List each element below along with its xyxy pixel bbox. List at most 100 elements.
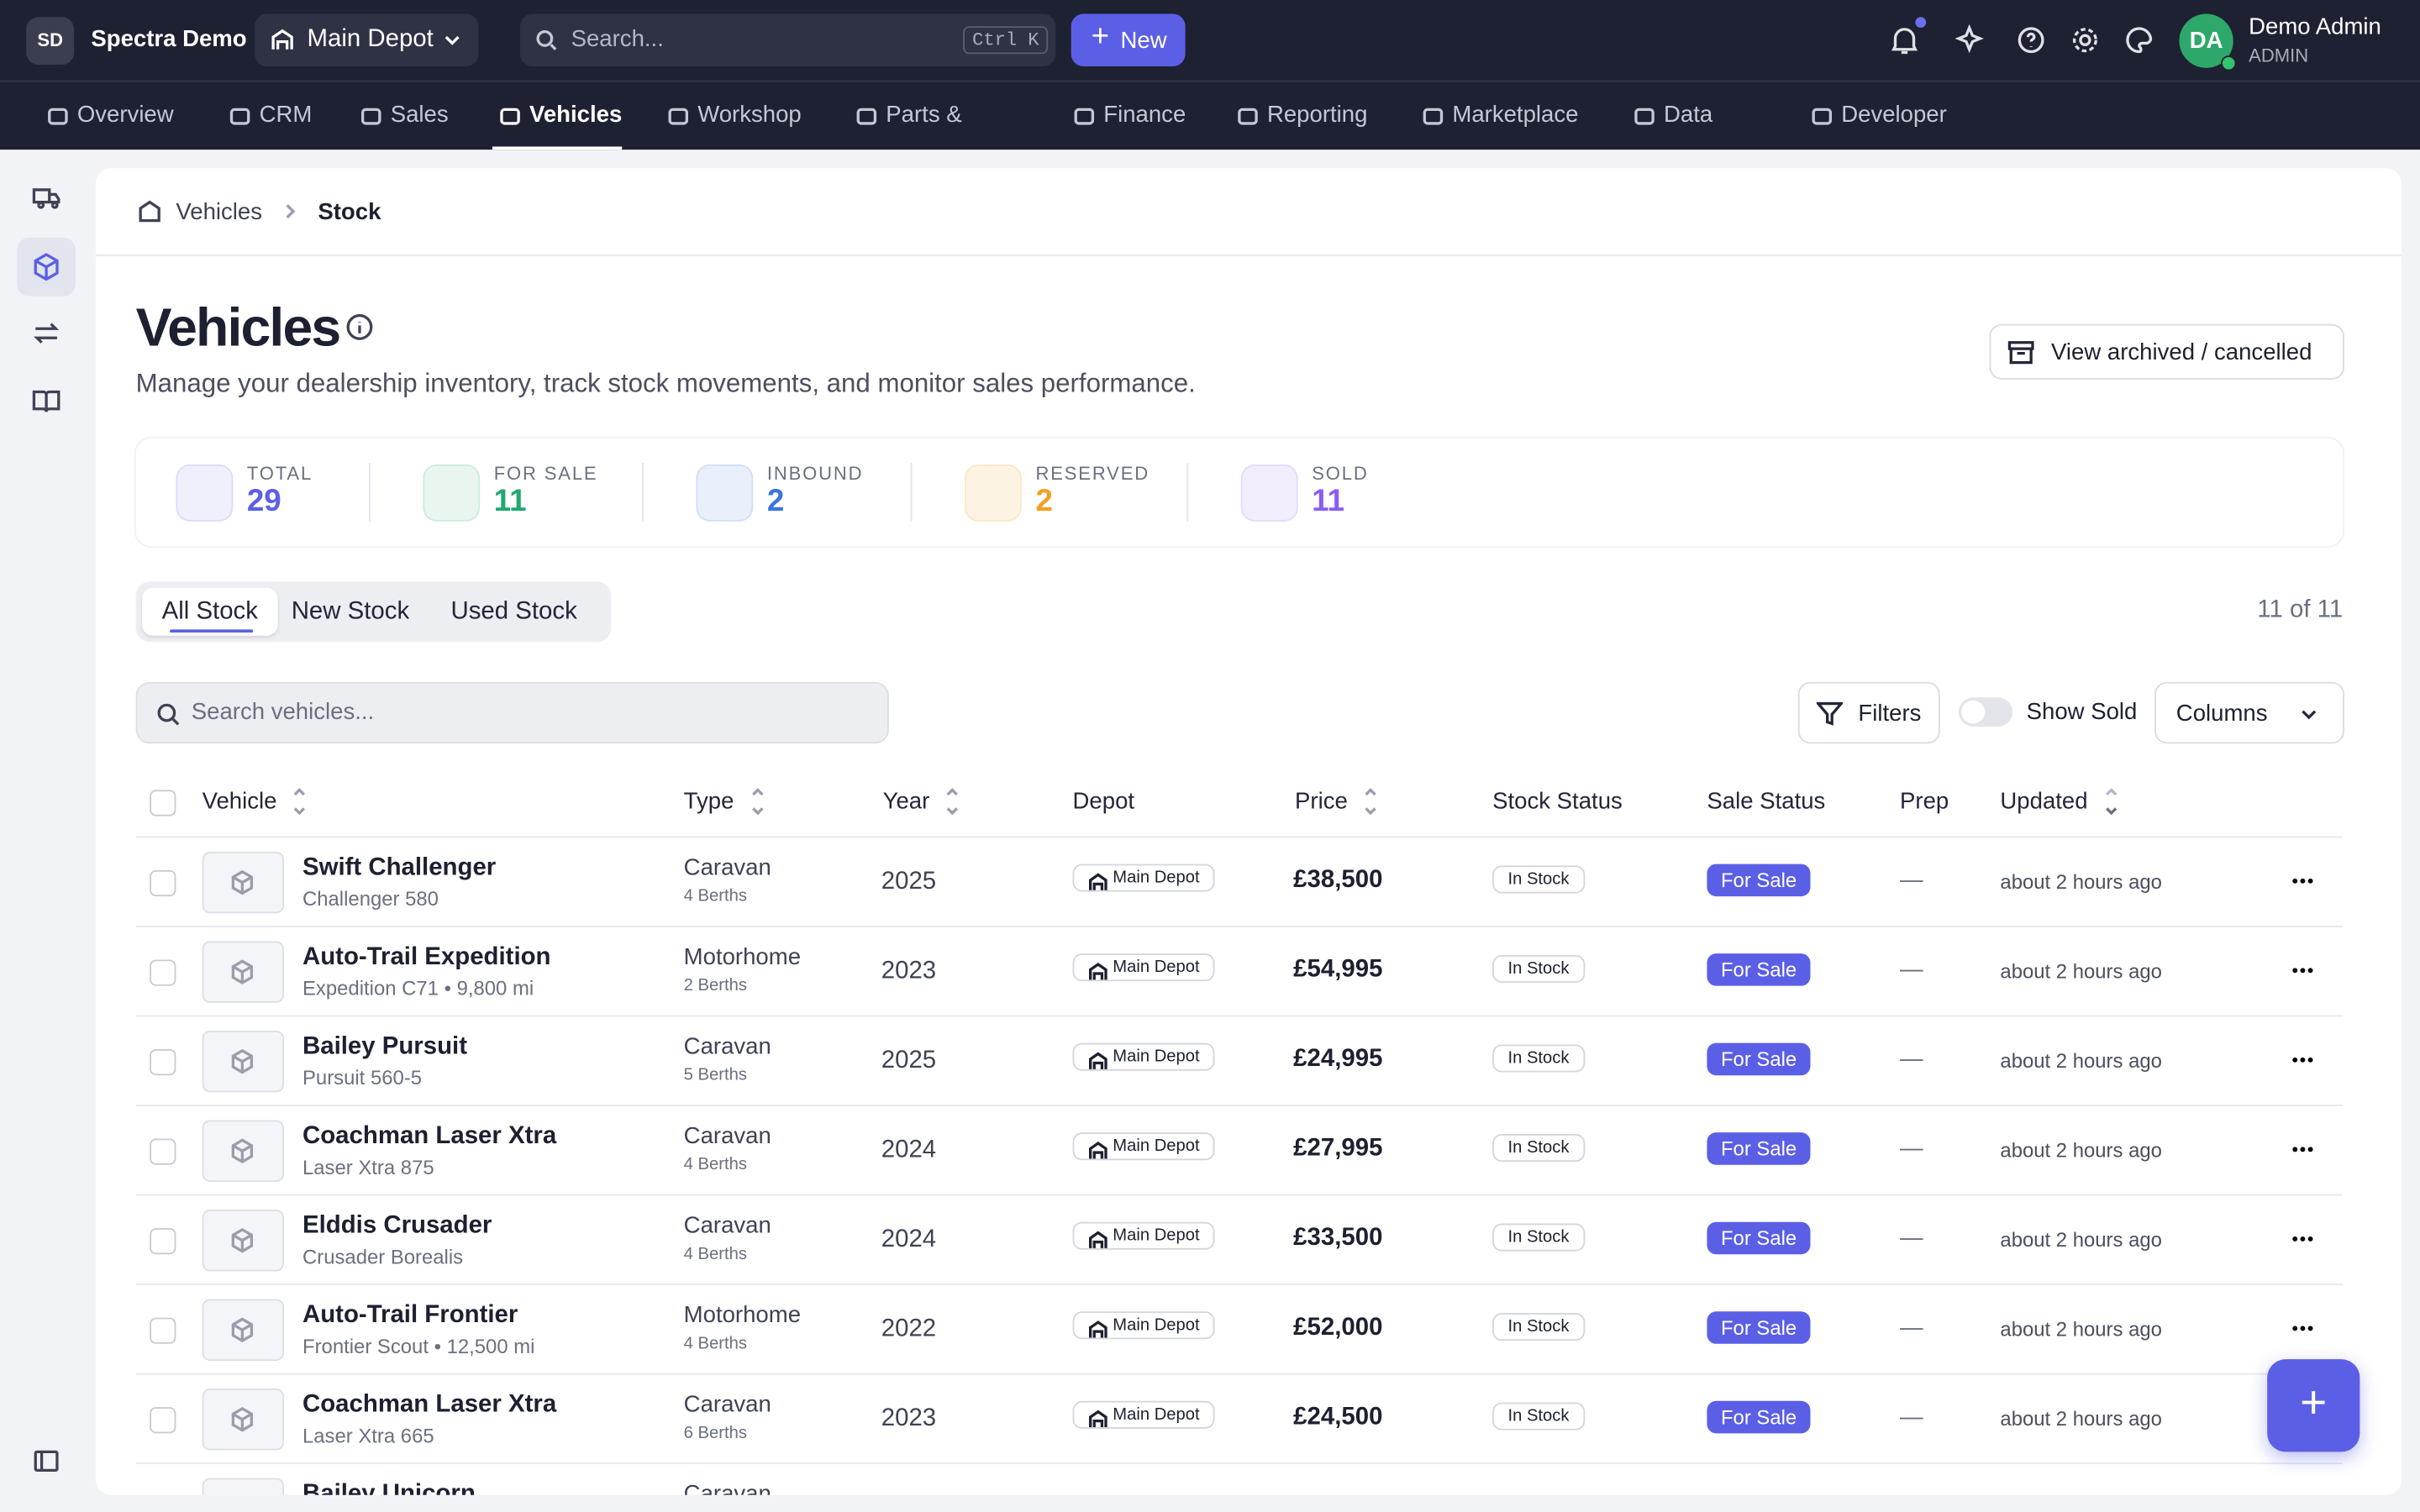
row-checkbox[interactable] (150, 1048, 176, 1076)
table-row[interactable]: Auto-Trail Expedition Expedition C71 • 9,… (135, 926, 2344, 1016)
prep-status: — (1900, 1314, 1923, 1341)
depot-icon (1088, 1142, 1107, 1159)
depot-badge: Main Depot (1072, 953, 1215, 982)
row-actions[interactable] (2291, 1226, 2315, 1251)
vehicle-name[interactable]: Coachman Laser Xtra (302, 1391, 557, 1418)
nav-icon (229, 108, 250, 125)
row-checkbox[interactable] (150, 1228, 176, 1255)
row-actions[interactable] (2291, 1047, 2315, 1072)
column-header[interactable]: Vehicle (202, 788, 277, 815)
global-search[interactable]: Search... Ctrl K (519, 13, 1056, 66)
nav-item[interactable]: Developer (1804, 81, 1949, 150)
row-checkbox[interactable] (150, 1317, 176, 1344)
sale-status: For Sale (1707, 1132, 1811, 1165)
nav-item[interactable]: Workshop (660, 81, 808, 150)
stat-icon (964, 464, 1022, 522)
table-row[interactable]: Coachman Laser Xtra Laser Xtra 665 Caravan… (135, 1373, 2344, 1464)
sidebar-toggle[interactable] (34, 1449, 59, 1473)
vehicle-search[interactable]: Search vehicles... (135, 681, 889, 744)
vehicle-type: Motorhome (683, 1302, 802, 1329)
vehicle-name[interactable]: Auto-Trail Expedition (302, 944, 551, 971)
nav-item[interactable]: CRM (222, 81, 312, 150)
sort-icon[interactable] (945, 785, 960, 822)
nav-item[interactable]: Data Hub (1627, 81, 1760, 196)
nav-item[interactable]: Vehicles (492, 81, 622, 150)
column-header: Stock Status (1492, 788, 1623, 815)
column-header[interactable]: Updated (2000, 788, 2088, 815)
nav-item[interactable]: Overview (40, 81, 176, 150)
help-button[interactable] (2018, 26, 2045, 54)
table-row[interactable]: Swift Challenger Challenger 580 Caravan 4 B… (135, 836, 2344, 927)
updated-at: about 2 hours ago (2000, 1138, 2162, 1163)
home-icon[interactable] (137, 199, 161, 223)
row-actions[interactable] (2291, 869, 2315, 893)
row-actions[interactable] (2291, 1316, 2315, 1341)
sidebar-vehicles[interactable] (32, 184, 60, 212)
vehicle-model: Frontier Scout • 12,500 mi (302, 1334, 535, 1358)
table-row[interactable]: Auto-Trail Frontier Frontier Scout • 12,5… (135, 1284, 2344, 1374)
nav-item[interactable]: Reporting (1230, 81, 1372, 150)
sidebar-docs[interactable] (32, 387, 60, 415)
vehicle-name[interactable]: Bailey Pursuit (302, 1033, 467, 1060)
stock-tab[interactable]: New Stock (278, 588, 439, 636)
columns-select[interactable]: Columns (2154, 681, 2344, 744)
stat-icon (423, 464, 481, 522)
column-header[interactable]: Type (683, 788, 734, 815)
nav-item[interactable]: Marketplace (1415, 81, 1579, 150)
vehicle-price: £24,995 (1293, 1046, 1383, 1073)
vehicle-name[interactable]: Bailey Unicorn (302, 1481, 476, 1495)
show-sold-toggle[interactable] (1958, 697, 2013, 727)
row-checkbox[interactable] (150, 1407, 176, 1434)
new-button[interactable]: + New (1071, 13, 1186, 66)
vehicle-name[interactable]: Elddis Crusader (302, 1212, 492, 1239)
chevron (445, 35, 460, 45)
stock-tab[interactable]: Used Stock (441, 588, 602, 636)
vehicle-name[interactable]: Auto-Trail Frontier (302, 1302, 518, 1329)
ai-button[interactable] (1955, 24, 1986, 55)
updated-at: about 2 hours ago (2000, 959, 2162, 983)
row-checkbox[interactable] (150, 869, 176, 897)
archived-button[interactable]: View archived / cancelled (1989, 323, 2344, 380)
table-row[interactable]: Coachman Laser Xtra Laser Xtra 875 Caravan… (135, 1105, 2344, 1195)
prep-status: — (1900, 1225, 1923, 1252)
nav-item[interactable]: Sales (354, 81, 449, 150)
new-label: New (1120, 28, 1167, 55)
nav-label: Overview (76, 102, 174, 129)
table-row[interactable]: Elddis Crusader Crusader Borealis Caravan 4… (135, 1194, 2344, 1285)
sort-icon[interactable] (2103, 785, 2118, 822)
filters-button[interactable]: Filters (1797, 681, 1940, 744)
more-icon (2292, 968, 2313, 974)
theme-button[interactable] (2125, 26, 2153, 54)
depot-badge: Main Depot (1072, 1400, 1215, 1429)
sidebar-movements[interactable] (33, 319, 60, 347)
stock-status: In Stock (1492, 1313, 1585, 1341)
row-actions[interactable] (2291, 958, 2315, 983)
settings-button[interactable] (2071, 26, 2099, 54)
column-header[interactable]: Year (882, 788, 930, 815)
row-actions[interactable] (2291, 1137, 2315, 1162)
vehicle-name[interactable]: Coachman Laser Xtra (302, 1123, 557, 1150)
breadcrumb-link[interactable]: Vehicles (176, 198, 263, 226)
nav-icon (360, 108, 381, 125)
table-row[interactable]: Bailey Unicorn Caravan (135, 1462, 2344, 1495)
depot-select[interactable]: Main Depot (255, 13, 479, 66)
info-icon[interactable] (345, 313, 373, 341)
notifications[interactable] (1889, 24, 1920, 55)
row-checkbox[interactable] (150, 1138, 176, 1165)
fab-add[interactable]: + (2267, 1359, 2360, 1452)
nav-item[interactable]: Parts & Shop (849, 81, 1022, 196)
sidebar-active[interactable] (17, 237, 76, 297)
stock-tabs: All Stock New Stock Used Stock (135, 581, 612, 643)
nav-item[interactable]: Finance (1066, 81, 1186, 150)
row-checkbox[interactable] (150, 959, 176, 986)
brand-logo[interactable]: SD (26, 17, 75, 66)
sort-icon[interactable] (750, 785, 765, 822)
sort-icon[interactable] (1363, 785, 1378, 822)
column-header[interactable]: Price (1295, 788, 1348, 815)
stock-tab[interactable]: All Stock (141, 587, 278, 636)
vehicle-name[interactable]: Swift Challenger (302, 854, 497, 881)
sort-icon[interactable] (292, 785, 308, 822)
table-row[interactable]: Bailey Pursuit Pursuit 560-5 Caravan 5 Bert… (135, 1015, 2344, 1106)
nav-label: CRM (259, 102, 313, 129)
select-all[interactable] (150, 790, 176, 816)
